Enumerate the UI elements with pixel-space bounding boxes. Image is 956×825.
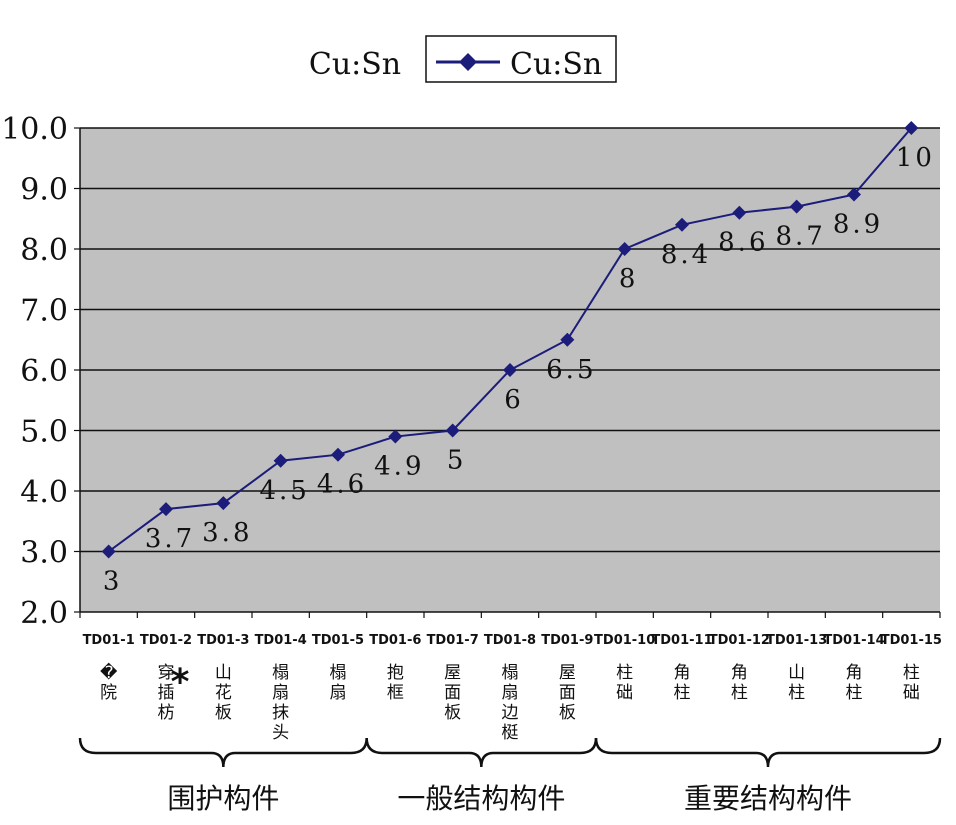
data-label: 8.6 (718, 228, 768, 258)
data-label: 4.6 (317, 470, 367, 500)
data-point-marker (273, 453, 288, 468)
data-point-marker (560, 332, 575, 347)
x-category-mark: * (171, 662, 190, 703)
group-brace (594, 737, 942, 768)
legend-box (425, 35, 617, 83)
x-category-name: 榻扇 (330, 663, 347, 703)
data-label: 8.9 (833, 210, 883, 240)
data-label: 6 (504, 385, 524, 415)
legend-caption: Cu:Sn (309, 47, 401, 82)
data-point-marker (445, 423, 460, 438)
x-tick-label: TD01-14 (823, 633, 884, 648)
group-label: 围护构件 (167, 782, 279, 815)
y-axis-ticks: 2.0 3.0 4.0 5.0 6.0 7.0 8.0 9.0 10.0 (1, 112, 80, 631)
data-label: 8.4 (661, 240, 711, 270)
x-category-name: 抱框 (387, 663, 404, 703)
data-label: 5 (447, 446, 467, 476)
data-label: 10 (896, 143, 935, 173)
group-brace (78, 737, 368, 768)
x-category-name: 柱础 (903, 663, 920, 703)
x-tick-label: TD01-9 (541, 633, 593, 648)
y-tick-label: 4.0 (20, 475, 68, 510)
x-category-name: 角柱 (674, 663, 691, 703)
group-label: 一般结构构件 (397, 782, 565, 815)
x-category-name: 榻扇抹头 (272, 663, 289, 743)
x-category-name: 穿插枋 (158, 663, 175, 723)
x-category-name: 角柱 (731, 663, 748, 703)
x-category-name: �院 (100, 662, 118, 703)
x-category-name: 山花板 (215, 663, 232, 723)
data-point-marker (216, 496, 231, 511)
y-tick-label: 10.0 (1, 112, 68, 147)
x-category-name: 山柱 (788, 663, 805, 703)
x-category-name: 榻扇边梃 (502, 663, 519, 743)
data-label: 8.7 (775, 222, 825, 252)
series-cu-sn: 3 3.7 3.84.5 4.64.9 5 6 6.5 8 8.4 8.6 8.7 8.9 10 (101, 121, 935, 597)
x-tick-label: TD01-11 (651, 633, 712, 648)
x-category-name: 角柱 (846, 663, 863, 703)
data-point-marker (847, 187, 861, 202)
y-tick-label: 8.0 (20, 233, 68, 268)
x-tick-label: TD01-2 (140, 633, 192, 648)
category-groups: 围护构件 一般结构构件 重要结构构件 (78, 737, 942, 815)
data-point-marker (101, 544, 116, 559)
data-label: 3 (103, 567, 123, 597)
y-tick-label: 3.0 (20, 536, 68, 571)
group-label: 重要结构构件 (684, 782, 852, 815)
y-tick-label: 6.0 (20, 354, 68, 389)
data-label: 3.7 (145, 524, 195, 554)
x-tick-label: TD01-4 (255, 633, 307, 648)
x-tick-label: TD01-7 (427, 633, 479, 648)
x-category-name: 柱础 (616, 663, 633, 703)
x-category-name: 屋面板 (444, 663, 461, 723)
x-tick-label: TD01-10 (594, 633, 655, 648)
data-point-marker (904, 121, 919, 135)
data-label: 3.8 (202, 518, 252, 548)
y-tick-label: 5.0 (20, 415, 68, 450)
data-label: 8 (619, 264, 639, 294)
x-tick-label: TD01-8 (484, 633, 536, 648)
data-label: 6.5 (546, 355, 596, 385)
data-point-marker (503, 363, 517, 377)
data-point-marker (789, 199, 804, 214)
y-tick-label: 2.0 (20, 596, 68, 631)
x-tick-label: TD01-3 (197, 633, 249, 648)
y-tick-label: 9.0 (20, 173, 68, 208)
x-tick-label: TD01-13 (766, 633, 827, 648)
data-point-marker (159, 502, 173, 517)
x-tick-label: TD01-15 (881, 633, 942, 648)
x-axis-ticks (79, 612, 941, 618)
data-point-marker (617, 242, 632, 256)
x-category-name: 屋面板 (559, 663, 576, 723)
group-brace (365, 737, 598, 768)
x-tick-label: TD01-6 (369, 633, 421, 648)
data-point-marker (732, 205, 747, 220)
legend-entry-label: Cu:Sn (510, 47, 602, 82)
data-point-marker (388, 429, 403, 444)
y-tick-label: 7.0 (20, 294, 68, 329)
data-point-marker (675, 217, 689, 232)
x-axis-category-labels: TD01-1 �院 TD01-2 穿插枋* TD01-3 山花板 TD01-4 榻扇抹头 TD0… (83, 633, 942, 743)
data-label: 4.9 (374, 452, 424, 482)
data-label: 4.5 (259, 476, 309, 506)
x-tick-label: TD01-12 (709, 633, 770, 648)
x-tick-label: TD01-1 (83, 633, 135, 648)
legend-marker-swatch (459, 53, 477, 71)
x-tick-label: TD01-5 (312, 633, 364, 648)
data-point-marker (331, 447, 345, 462)
